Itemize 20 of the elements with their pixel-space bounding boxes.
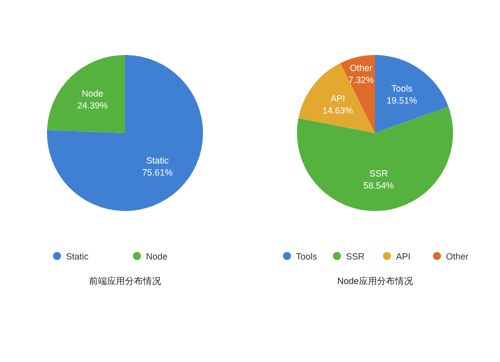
legend-label: SSR xyxy=(346,252,366,262)
legend-label: Node xyxy=(146,252,168,262)
slice-label: Static xyxy=(146,156,170,166)
data-label: 58.54% xyxy=(363,180,394,191)
legend-label: Tools xyxy=(296,252,318,262)
data-label: 24.39% xyxy=(77,100,108,110)
slice-label: Other xyxy=(350,62,372,73)
slice-label: API xyxy=(330,94,346,104)
text: 前端应用分布情况 xyxy=(89,276,161,286)
legend-label: API xyxy=(396,252,411,262)
data-label: 75.61% xyxy=(142,168,173,178)
data-label: 19.51% xyxy=(386,96,418,106)
slice-label: Node xyxy=(82,88,104,98)
legend-label: Other xyxy=(446,252,469,262)
slice-label: SSR xyxy=(369,168,388,179)
data-label: 14.63% xyxy=(322,106,354,116)
text: Node应用分布情况 xyxy=(337,276,413,286)
slice-label: Tools xyxy=(391,84,413,94)
legend-label: Static xyxy=(66,252,90,262)
data-label: 7.32% xyxy=(348,74,374,85)
